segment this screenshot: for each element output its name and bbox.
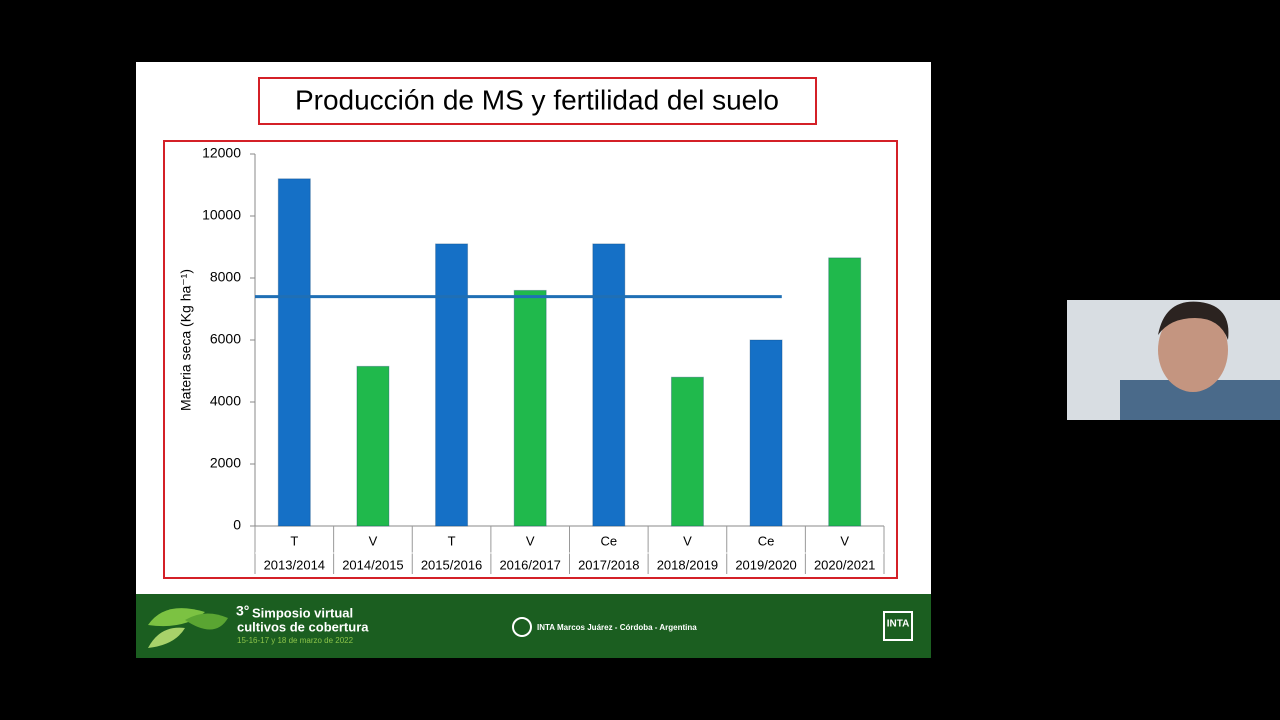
x-tick-label: 2017/2018: [578, 557, 639, 572]
x-tick-label: 2016/2017: [499, 557, 560, 572]
footer-leaf: [185, 613, 228, 630]
x-group-label: Ce: [758, 533, 775, 548]
bar: [828, 257, 862, 527]
location-icon: [512, 617, 532, 637]
x-tick-label: 2015/2016: [421, 557, 482, 572]
x-tick-label: 2019/2020: [735, 557, 796, 572]
bar: [356, 365, 390, 527]
y-tick-label: 8000: [210, 269, 241, 285]
footer-leaf: [148, 627, 185, 648]
chart: 0 2000 4000 6000 8000 10000 12000 T 2013/2014 V 20…: [202, 145, 885, 574]
bar: [277, 178, 311, 527]
bar: [435, 243, 469, 527]
x-group-label: Ce: [601, 533, 618, 548]
event-number: 3°: [236, 603, 249, 619]
x-tick-label: 2018/2019: [657, 557, 718, 572]
y-tick-label: 2000: [210, 455, 241, 471]
x-group-label: V: [840, 533, 849, 548]
chart-box: [163, 140, 898, 579]
x-group-label: V: [683, 533, 692, 548]
bar: [749, 339, 783, 527]
footer-bar: [136, 594, 931, 658]
x-group-label: V: [369, 533, 378, 548]
bar: [592, 243, 626, 527]
y-tick-label: 4000: [210, 393, 241, 409]
x-tick-label: 2014/2015: [342, 557, 403, 572]
x-tick-label: 2020/2021: [814, 557, 875, 572]
y-tick-label: 12000: [202, 145, 241, 161]
event-subtitle: cultivos de cobertura: [237, 619, 369, 634]
title-box: [258, 77, 817, 125]
y-tick-label: 10000: [202, 207, 241, 223]
logo-box: [883, 611, 913, 641]
bar: [670, 376, 704, 527]
webcam-person-face: [1158, 308, 1228, 392]
y-tick-label: 6000: [210, 331, 241, 347]
x-group-label: T: [290, 533, 298, 548]
webcam-person-hair: [1158, 301, 1229, 340]
chart-title: Producción de MS y fertilidad del suelo: [295, 84, 779, 115]
y-axis-label: Materia seca (Kg ha⁻¹): [178, 269, 194, 411]
logo: INTA: [887, 619, 910, 630]
x-group-label: V: [526, 533, 535, 548]
location: INTA Marcos Juárez - Córdoba - Argentina: [537, 623, 697, 632]
event-title: Simposio virtual: [252, 605, 353, 620]
x-group-label: T: [448, 533, 456, 548]
event-dates: 15-16-17 y 18 de marzo de 2022: [237, 636, 354, 645]
bar: [513, 289, 547, 527]
footer-leaf: [148, 608, 205, 627]
y-tick-label: 0: [233, 517, 241, 533]
x-tick-label: 2013/2014: [264, 557, 325, 572]
